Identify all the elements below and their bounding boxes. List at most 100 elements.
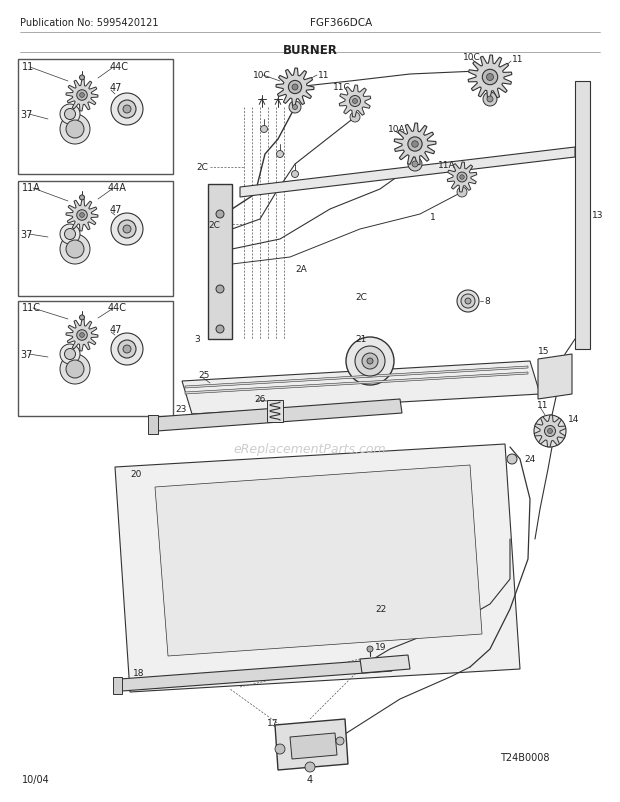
Circle shape — [66, 361, 84, 379]
Circle shape — [79, 213, 84, 218]
Polygon shape — [240, 148, 575, 198]
Polygon shape — [468, 56, 512, 100]
Circle shape — [275, 744, 285, 754]
Circle shape — [291, 172, 298, 178]
Text: 11A: 11A — [22, 183, 41, 192]
Text: FGF366DCA: FGF366DCA — [310, 18, 372, 28]
Circle shape — [79, 333, 84, 338]
Circle shape — [350, 96, 360, 107]
Circle shape — [260, 127, 267, 133]
Circle shape — [111, 214, 143, 245]
Polygon shape — [339, 86, 371, 118]
Polygon shape — [66, 80, 98, 111]
Circle shape — [60, 105, 80, 125]
Text: 15: 15 — [538, 347, 549, 356]
Circle shape — [216, 211, 224, 219]
Text: 20: 20 — [130, 470, 141, 479]
Polygon shape — [155, 465, 482, 656]
Circle shape — [60, 115, 90, 145]
Text: 13: 13 — [592, 210, 603, 219]
Circle shape — [79, 315, 84, 321]
Circle shape — [66, 241, 84, 259]
Circle shape — [60, 345, 80, 365]
Circle shape — [547, 429, 552, 434]
Circle shape — [216, 326, 224, 334]
Circle shape — [289, 102, 301, 114]
Bar — [18, 60, 173, 175]
Circle shape — [118, 101, 136, 119]
Text: 11C: 11C — [333, 83, 351, 92]
Circle shape — [64, 109, 76, 120]
Circle shape — [367, 646, 373, 652]
Text: 2C: 2C — [196, 164, 208, 172]
Text: 10C: 10C — [253, 71, 271, 79]
Polygon shape — [290, 733, 337, 759]
Text: 25: 25 — [198, 371, 210, 380]
Text: 11C: 11C — [22, 302, 41, 313]
Circle shape — [353, 99, 358, 104]
Text: 44C: 44C — [110, 62, 129, 72]
Text: 44C: 44C — [108, 302, 127, 313]
Circle shape — [293, 105, 298, 111]
Bar — [18, 182, 173, 297]
Circle shape — [355, 346, 385, 376]
Text: 2A: 2A — [295, 265, 307, 274]
Text: 4: 4 — [307, 774, 313, 784]
Text: 17: 17 — [267, 719, 278, 727]
Text: 44A: 44A — [108, 183, 127, 192]
Polygon shape — [394, 124, 436, 166]
Circle shape — [408, 138, 422, 152]
Text: 11: 11 — [318, 71, 329, 79]
Circle shape — [123, 106, 131, 114]
Text: 10A: 10A — [388, 125, 405, 134]
Circle shape — [60, 225, 80, 245]
Polygon shape — [113, 677, 122, 695]
Circle shape — [412, 162, 418, 168]
Circle shape — [461, 294, 475, 309]
Circle shape — [123, 346, 131, 354]
Circle shape — [457, 173, 467, 183]
Text: 1: 1 — [430, 213, 436, 222]
Text: 47: 47 — [110, 325, 122, 334]
Circle shape — [77, 91, 87, 101]
Circle shape — [544, 426, 556, 437]
Polygon shape — [538, 354, 572, 399]
Polygon shape — [575, 82, 590, 350]
Text: 14: 14 — [568, 415, 579, 424]
Circle shape — [507, 455, 517, 464]
Circle shape — [64, 349, 76, 360]
Circle shape — [487, 75, 494, 81]
Polygon shape — [155, 399, 402, 431]
Circle shape — [350, 113, 360, 123]
Circle shape — [77, 210, 87, 221]
Circle shape — [288, 81, 301, 95]
Circle shape — [367, 358, 373, 365]
Polygon shape — [148, 415, 158, 435]
Polygon shape — [66, 200, 98, 232]
Text: 2C: 2C — [208, 221, 220, 229]
Polygon shape — [447, 163, 477, 192]
Circle shape — [118, 341, 136, 358]
Circle shape — [465, 298, 471, 305]
Circle shape — [482, 71, 498, 86]
Text: 47: 47 — [110, 205, 122, 215]
Polygon shape — [208, 184, 232, 339]
Text: 22: 22 — [375, 605, 386, 614]
Text: 11A: 11A — [438, 160, 456, 169]
Circle shape — [79, 94, 84, 99]
Circle shape — [123, 225, 131, 233]
Circle shape — [77, 330, 87, 341]
Text: 24: 24 — [524, 455, 535, 464]
Bar — [18, 302, 173, 416]
Circle shape — [79, 196, 84, 200]
Circle shape — [336, 737, 344, 745]
Text: 37: 37 — [20, 110, 32, 119]
Text: 37: 37 — [20, 229, 32, 240]
Text: 10/04: 10/04 — [22, 774, 50, 784]
Bar — [267, 400, 283, 423]
Circle shape — [216, 286, 224, 294]
Polygon shape — [182, 362, 540, 415]
Circle shape — [277, 152, 283, 158]
Text: 37: 37 — [20, 350, 32, 359]
Text: 2C: 2C — [355, 294, 367, 302]
